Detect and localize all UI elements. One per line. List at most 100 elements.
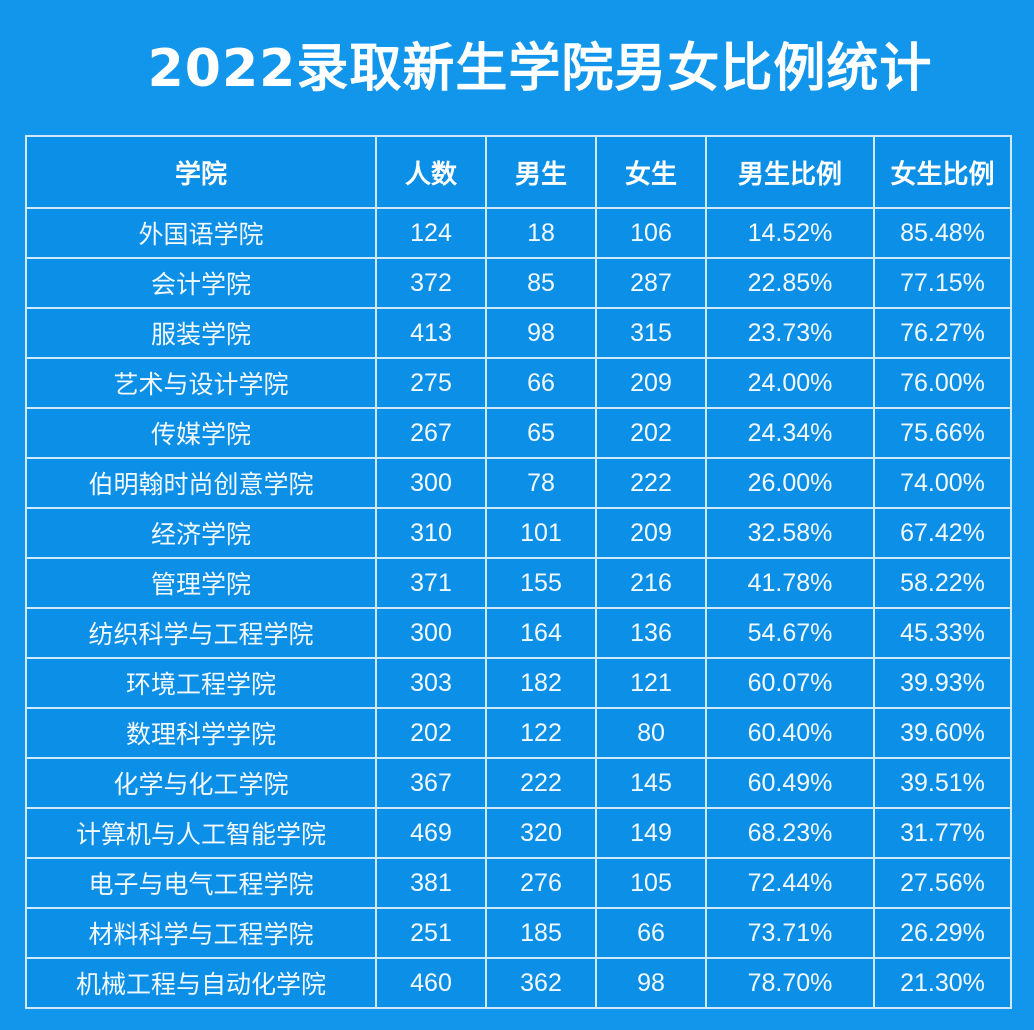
female-ratio: 39.51%	[873, 757, 1012, 809]
female-count: 216	[595, 557, 707, 609]
college-name: 艺术与设计学院	[25, 357, 377, 409]
female-count: 105	[595, 857, 707, 909]
total-count: 460	[375, 957, 487, 1009]
header-female: 女生	[595, 135, 707, 209]
total-count: 300	[375, 457, 487, 509]
male-ratio: 68.23%	[705, 807, 875, 859]
college-name: 会计学院	[25, 257, 377, 309]
male-ratio: 41.78%	[705, 557, 875, 609]
male-count: 18	[485, 207, 597, 259]
table-row: 服装学院 413 98 315 23.73% 76.27%	[25, 307, 1012, 359]
college-name: 数理科学学院	[25, 707, 377, 759]
college-name: 环境工程学院	[25, 657, 377, 709]
female-ratio: 77.15%	[873, 257, 1012, 309]
female-ratio: 58.22%	[873, 557, 1012, 609]
male-ratio: 24.34%	[705, 407, 875, 459]
male-count: 222	[485, 757, 597, 809]
female-ratio: 39.93%	[873, 657, 1012, 709]
male-ratio: 54.67%	[705, 607, 875, 659]
college-name: 伯明翰时尚创意学院	[25, 457, 377, 509]
female-count: 149	[595, 807, 707, 859]
total-count: 469	[375, 807, 487, 859]
female-ratio: 21.30%	[873, 957, 1012, 1009]
female-ratio: 39.60%	[873, 707, 1012, 759]
header-male: 男生	[485, 135, 597, 209]
college-name: 机械工程与自动化学院	[25, 957, 377, 1009]
total-count: 381	[375, 857, 487, 909]
male-count: 362	[485, 957, 597, 1009]
female-ratio: 45.33%	[873, 607, 1012, 659]
male-ratio: 24.00%	[705, 357, 875, 409]
table-row: 管理学院 371 155 216 41.78% 58.22%	[25, 557, 1012, 609]
college-name: 服装学院	[25, 307, 377, 359]
female-count: 287	[595, 257, 707, 309]
male-count: 185	[485, 907, 597, 959]
total-count: 310	[375, 507, 487, 559]
female-count: 209	[595, 507, 707, 559]
header-male-ratio: 男生比例	[705, 135, 875, 209]
table-row: 计算机与人工智能学院 469 320 149 68.23% 31.77%	[25, 807, 1012, 859]
table-row: 化学与化工学院 367 222 145 60.49% 39.51%	[25, 757, 1012, 809]
female-count: 106	[595, 207, 707, 259]
male-ratio: 78.70%	[705, 957, 875, 1009]
male-count: 66	[485, 357, 597, 409]
total-count: 275	[375, 357, 487, 409]
college-name: 纺织科学与工程学院	[25, 607, 377, 659]
male-count: 65	[485, 407, 597, 459]
female-count: 98	[595, 957, 707, 1009]
total-count: 367	[375, 757, 487, 809]
female-ratio: 75.66%	[873, 407, 1012, 459]
header-college: 学院	[25, 135, 377, 209]
table-row: 艺术与设计学院 275 66 209 24.00% 76.00%	[25, 357, 1012, 409]
male-ratio: 22.85%	[705, 257, 875, 309]
male-count: 320	[485, 807, 597, 859]
table-row: 会计学院 372 85 287 22.85% 77.15%	[25, 257, 1012, 309]
college-name: 材料科学与工程学院	[25, 907, 377, 959]
male-count: 164	[485, 607, 597, 659]
male-ratio: 32.58%	[705, 507, 875, 559]
total-count: 267	[375, 407, 487, 459]
male-count: 101	[485, 507, 597, 559]
female-count: 202	[595, 407, 707, 459]
male-ratio: 60.07%	[705, 657, 875, 709]
female-count: 315	[595, 307, 707, 359]
total-count: 124	[375, 207, 487, 259]
male-ratio: 72.44%	[705, 857, 875, 909]
total-count: 251	[375, 907, 487, 959]
male-count: 122	[485, 707, 597, 759]
male-ratio: 60.40%	[705, 707, 875, 759]
table-row: 材料科学与工程学院 251 185 66 73.71% 26.29%	[25, 907, 1012, 959]
female-count: 145	[595, 757, 707, 809]
page-title: 2022录取新生学院男女比例统计	[147, 39, 933, 99]
table-row: 经济学院 310 101 209 32.58% 67.42%	[25, 507, 1012, 559]
female-ratio: 76.00%	[873, 357, 1012, 409]
male-count: 98	[485, 307, 597, 359]
table-row: 电子与电气工程学院 381 276 105 72.44% 27.56%	[25, 857, 1012, 909]
female-ratio: 67.42%	[873, 507, 1012, 559]
male-count: 182	[485, 657, 597, 709]
admission-gender-table: 学院 人数 男生 女生 男生比例 女生比例 外国语学院 124 18 106 14.52…	[25, 135, 1012, 1009]
female-count: 136	[595, 607, 707, 659]
female-ratio: 31.77%	[873, 807, 1012, 859]
female-ratio: 26.29%	[873, 907, 1012, 959]
college-name: 计算机与人工智能学院	[25, 807, 377, 859]
male-ratio: 60.49%	[705, 757, 875, 809]
female-count: 80	[595, 707, 707, 759]
total-count: 413	[375, 307, 487, 359]
table-row: 纺织科学与工程学院 300 164 136 54.67% 45.33%	[25, 607, 1012, 659]
male-count: 78	[485, 457, 597, 509]
total-count: 371	[375, 557, 487, 609]
table-row: 数理科学学院 202 122 80 60.40% 39.60%	[25, 707, 1012, 759]
male-count: 276	[485, 857, 597, 909]
college-name: 化学与化工学院	[25, 757, 377, 809]
female-count: 222	[595, 457, 707, 509]
male-ratio: 23.73%	[705, 307, 875, 359]
female-count: 209	[595, 357, 707, 409]
college-name: 管理学院	[25, 557, 377, 609]
college-name: 电子与电气工程学院	[25, 857, 377, 909]
table-row: 外国语学院 124 18 106 14.52% 85.48%	[25, 207, 1012, 259]
female-ratio: 85.48%	[873, 207, 1012, 259]
header-female-ratio: 女生比例	[873, 135, 1012, 209]
college-name: 外国语学院	[25, 207, 377, 259]
female-ratio: 76.27%	[873, 307, 1012, 359]
